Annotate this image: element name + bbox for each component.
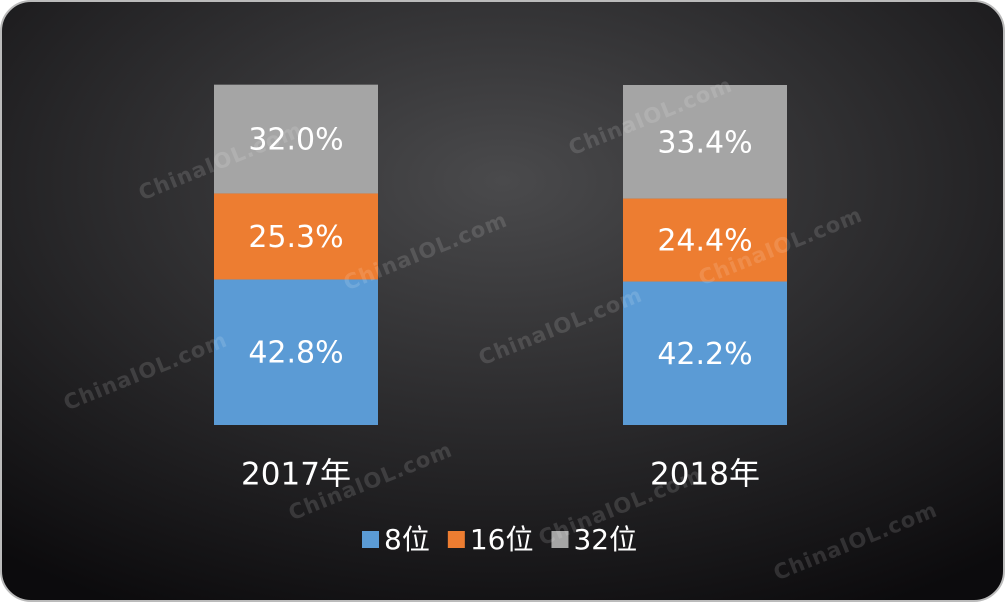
legend-swatch [362, 531, 379, 548]
x-tick-label: 2018年 [650, 457, 760, 493]
value-label: 42.8% [248, 336, 343, 371]
bar-segment [623, 85, 787, 199]
bar-segment [623, 198, 787, 282]
legend-swatch [551, 531, 569, 548]
value-label: 42.2% [657, 337, 752, 372]
legend-label: 32位 [573, 523, 637, 556]
legend-swatch [447, 531, 465, 548]
bar-segment [214, 279, 378, 425]
value-label: 32.0% [248, 123, 343, 158]
x-tick-label: 2017年 [241, 457, 351, 493]
legend-label: 8位 [384, 523, 430, 556]
value-label: 24.4% [657, 224, 752, 259]
bar-segment [214, 84, 378, 194]
legend-label: 16位 [470, 523, 534, 556]
bar-segment [214, 193, 378, 280]
value-label: 33.4% [657, 125, 752, 160]
bar-segment [623, 281, 787, 425]
value-label: 25.3% [248, 220, 343, 255]
legend: 8位 16位 32位 [362, 523, 637, 556]
